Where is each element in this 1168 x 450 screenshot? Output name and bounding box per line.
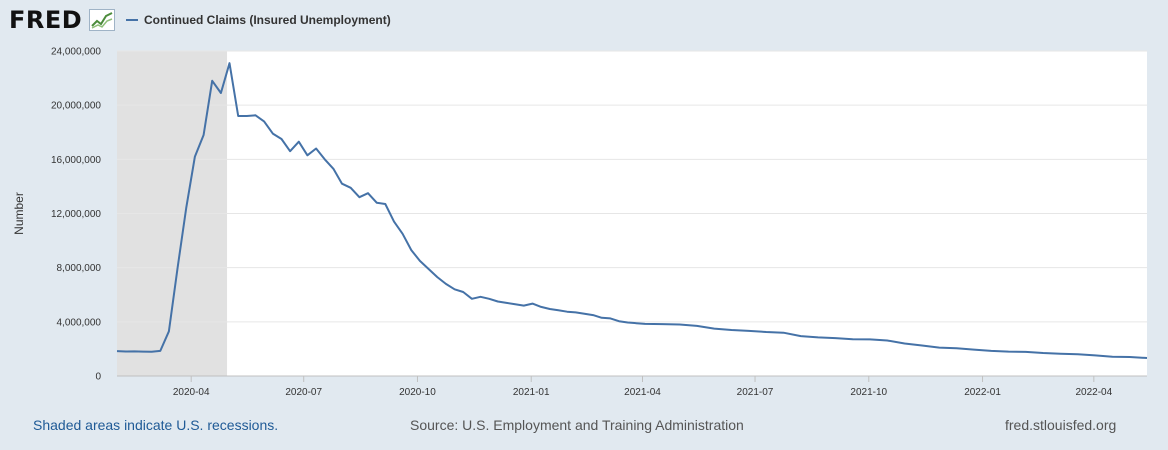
- legend-label[interactable]: Continued Claims (Insured Unemployment): [144, 13, 391, 27]
- x-tick-label: 2022-04: [1075, 387, 1112, 398]
- x-tick-label: 2021-01: [513, 387, 550, 398]
- series-line: [116, 62, 1148, 359]
- fred-line-chart-icon: [89, 9, 115, 31]
- chart-header: FRED Continued Claims (Insured Unemploym…: [0, 0, 1168, 40]
- x-tick-label: 2021-10: [850, 387, 887, 398]
- recession-note: Shaded areas indicate U.S. recessions.: [33, 417, 279, 433]
- y-tick-label: 8,000,000: [57, 263, 102, 274]
- y-tick-label: 24,000,000: [51, 47, 101, 58]
- y-tick-label: 20,000,000: [51, 101, 101, 112]
- y-tick-label: 0: [95, 372, 101, 383]
- fred-logo[interactable]: FRED: [9, 6, 83, 34]
- y-axis-title: Number: [12, 192, 26, 235]
- y-tick-label: 16,000,000: [51, 155, 101, 166]
- source-text: Source: U.S. Employment and Training Adm…: [410, 417, 744, 433]
- x-tick-label: 2021-04: [624, 387, 661, 398]
- line-chart: 0 4,000,000 8,000,000 12,000,000 16,000,000 2…: [12, 47, 1148, 398]
- x-tick-label: 2020-07: [285, 387, 322, 398]
- y-tick-label: 12,000,000: [51, 209, 101, 220]
- x-tick-label: 2020-10: [399, 387, 436, 398]
- fred-url-link[interactable]: fred.stlouisfed.org: [1005, 417, 1117, 433]
- x-tick-label: 2020-04: [173, 387, 210, 398]
- y-tick-label: 4,000,000: [57, 317, 102, 328]
- x-tick-label: 2022-01: [964, 387, 1001, 398]
- legend-swatch: [126, 19, 138, 21]
- x-tick-label: 2021-07: [737, 387, 774, 398]
